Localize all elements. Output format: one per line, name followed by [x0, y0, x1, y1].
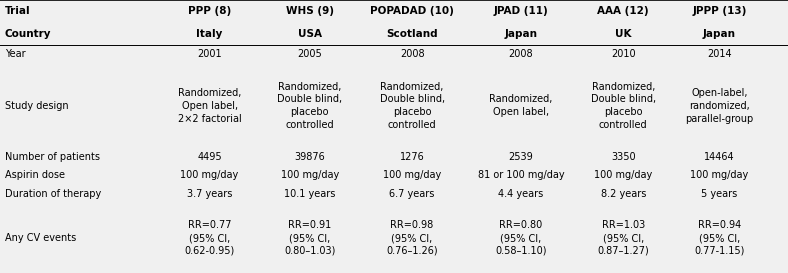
Text: 100 mg/day: 100 mg/day — [281, 171, 339, 180]
Text: 2005: 2005 — [297, 49, 322, 60]
Text: Open-label,
randomized,
parallel-group: Open-label, randomized, parallel-group — [686, 88, 753, 123]
Text: Randomized,
Double blind,
placebo
controlled: Randomized, Double blind, placebo contro… — [277, 82, 342, 130]
Text: 2001: 2001 — [197, 49, 222, 60]
Text: RR=1.03
(95% CI,
0.87–1.27): RR=1.03 (95% CI, 0.87–1.27) — [597, 220, 649, 256]
Text: AAA (12): AAA (12) — [597, 6, 649, 16]
Text: JPPP (13): JPPP (13) — [692, 6, 747, 16]
Text: Italy: Italy — [196, 29, 223, 39]
Text: 8.2 years: 8.2 years — [600, 189, 646, 199]
Text: 3350: 3350 — [611, 152, 636, 162]
Text: Country: Country — [5, 29, 51, 39]
Text: Randomized,
Open label,
2×2 factorial: Randomized, Open label, 2×2 factorial — [178, 88, 241, 123]
Text: Japan: Japan — [703, 29, 736, 39]
Text: RR=0.77
(95% CI,
0.62-0.95): RR=0.77 (95% CI, 0.62-0.95) — [184, 220, 235, 256]
Text: PPP (8): PPP (8) — [188, 6, 231, 16]
Text: 100 mg/day: 100 mg/day — [690, 171, 749, 180]
Text: 14464: 14464 — [704, 152, 734, 162]
Text: Duration of therapy: Duration of therapy — [5, 189, 101, 199]
Text: Study design: Study design — [5, 101, 69, 111]
Text: 2008: 2008 — [400, 49, 425, 60]
Text: Trial: Trial — [5, 6, 31, 16]
Text: 6.7 years: 6.7 years — [389, 189, 435, 199]
Text: 81 or 100 mg/day: 81 or 100 mg/day — [478, 171, 564, 180]
Text: JPAD (11): JPAD (11) — [493, 6, 548, 16]
Text: WHS (9): WHS (9) — [286, 6, 333, 16]
Text: Randomized,
Double blind,
placebo
controlled: Randomized, Double blind, placebo contro… — [380, 82, 444, 130]
Text: Any CV events: Any CV events — [5, 233, 76, 243]
Text: 10.1 years: 10.1 years — [284, 189, 336, 199]
Text: 100 mg/day: 100 mg/day — [594, 171, 652, 180]
Text: RR=0.80
(95% CI,
0.58–1.10): RR=0.80 (95% CI, 0.58–1.10) — [495, 220, 547, 256]
Text: Number of patients: Number of patients — [5, 152, 100, 162]
Text: Randomized,
Open label,: Randomized, Open label, — [489, 94, 552, 117]
Text: USA: USA — [298, 29, 322, 39]
Text: 5 years: 5 years — [701, 189, 738, 199]
Text: Japan: Japan — [504, 29, 537, 39]
Text: 100 mg/day: 100 mg/day — [383, 171, 441, 180]
Text: 2008: 2008 — [508, 49, 533, 60]
Text: 1276: 1276 — [400, 152, 425, 162]
Text: POPADAD (10): POPADAD (10) — [370, 6, 454, 16]
Text: Year: Year — [5, 49, 25, 60]
Text: RR=0.94
(95% CI,
0.77-1.15): RR=0.94 (95% CI, 0.77-1.15) — [694, 220, 745, 256]
Text: 4.4 years: 4.4 years — [498, 189, 544, 199]
Text: RR=0.91
(95% CI,
0.80–1.03): RR=0.91 (95% CI, 0.80–1.03) — [284, 220, 336, 256]
Text: 2014: 2014 — [707, 49, 732, 60]
Text: Aspirin dose: Aspirin dose — [5, 171, 65, 180]
Text: UK: UK — [615, 29, 631, 39]
Text: Scotland: Scotland — [386, 29, 438, 39]
Text: 100 mg/day: 100 mg/day — [180, 171, 239, 180]
Text: RR=0.98
(95% CI,
0.76–1.26): RR=0.98 (95% CI, 0.76–1.26) — [386, 220, 438, 256]
Text: 3.7 years: 3.7 years — [187, 189, 232, 199]
Text: 2539: 2539 — [508, 152, 533, 162]
Text: 39876: 39876 — [294, 152, 325, 162]
Text: 2010: 2010 — [611, 49, 636, 60]
Text: 4495: 4495 — [197, 152, 222, 162]
Text: Randomized,
Double blind,
placebo
controlled: Randomized, Double blind, placebo contro… — [591, 82, 656, 130]
